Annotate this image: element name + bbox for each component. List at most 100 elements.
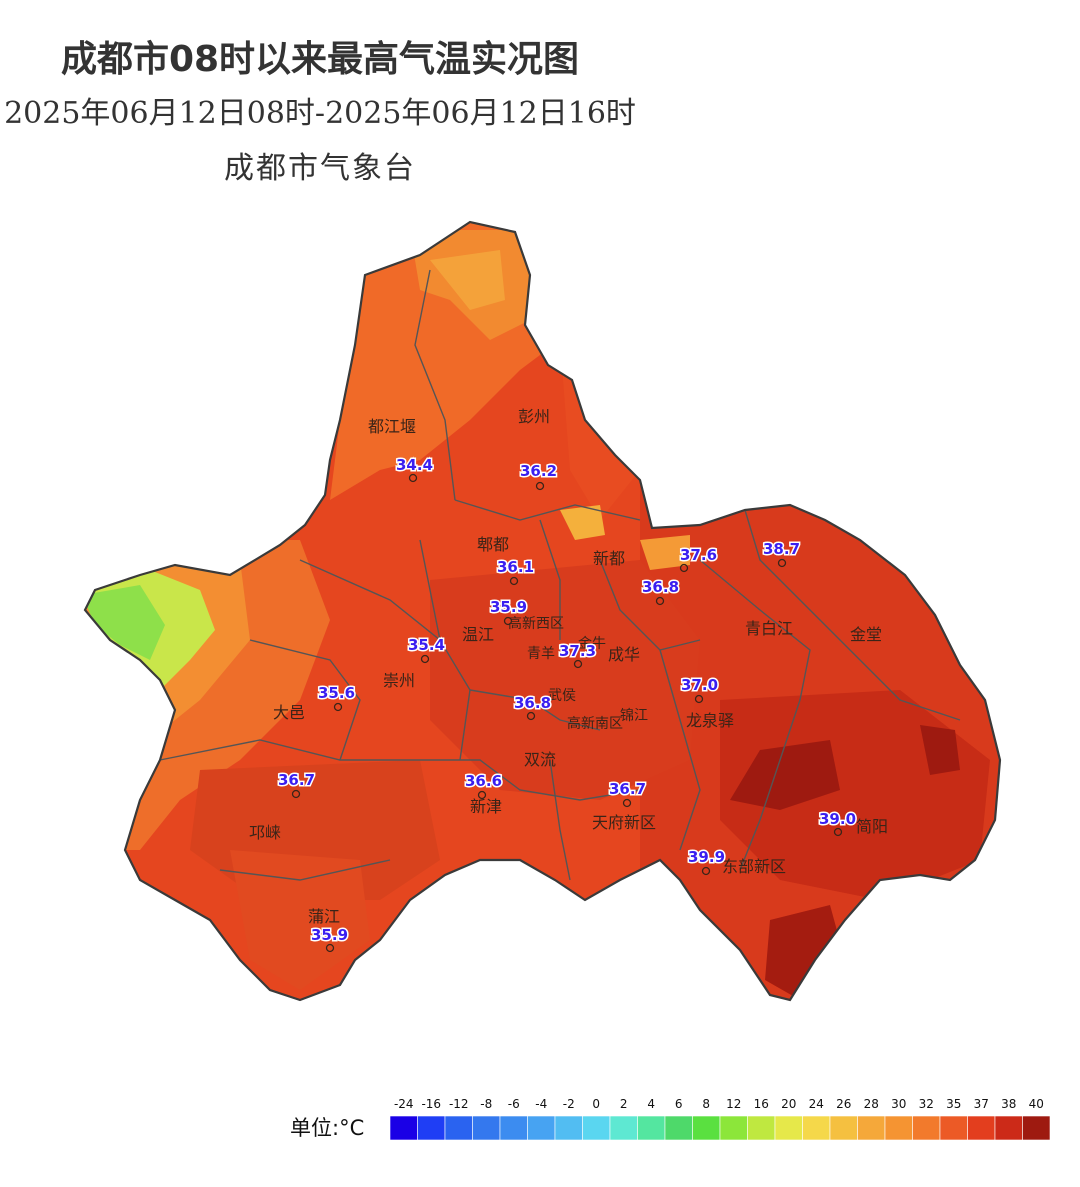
- district-label: 龙泉驿: [686, 711, 734, 730]
- station-marker: [325, 943, 335, 953]
- legend-tick-label: 12: [726, 1097, 741, 1111]
- legend-color-cell: [389, 1115, 418, 1141]
- legend-color-cell: [664, 1115, 693, 1141]
- district-label: 金牛: [578, 636, 606, 652]
- district-label: 金堂: [850, 625, 882, 644]
- district-labels: 都江堰 彭州 郫都 新都 温江 高新西区 金牛 青羊 成华 青白江 金堂 崇州 …: [249, 407, 888, 926]
- legend-tick-label: 26: [836, 1097, 851, 1111]
- legend-tick-label: -12: [449, 1097, 469, 1111]
- station-value: 35.6: [318, 684, 355, 702]
- district-label: 都江堰: [368, 417, 416, 436]
- station-value: 36.6: [465, 772, 502, 790]
- legend-color-cell: [857, 1115, 886, 1141]
- legend-color-cell: [417, 1115, 446, 1141]
- district-label: 蒲江: [308, 907, 340, 926]
- station-marker: [833, 827, 843, 837]
- legend-tick-label: 0: [592, 1097, 600, 1111]
- station-marker: [291, 789, 301, 799]
- district-label: 武侯: [548, 688, 576, 704]
- legend-color-cell: [884, 1115, 913, 1141]
- station-value: 39.9: [688, 848, 725, 866]
- legend-tick-label: 28: [864, 1097, 879, 1111]
- legend-color-cell: [1022, 1115, 1051, 1141]
- district-label: 青白江: [745, 619, 793, 638]
- legend-tick-label: 24: [809, 1097, 824, 1111]
- legend-tick-label: -24: [394, 1097, 414, 1111]
- legend-unit-label: 单位:°C: [290, 1116, 365, 1140]
- district-label: 高新西区: [508, 615, 564, 632]
- legend-color-cell: [637, 1115, 666, 1141]
- station-value: 37.6: [680, 546, 717, 564]
- legend-tick-label: -2: [563, 1097, 575, 1111]
- station-value: 38.7: [763, 540, 800, 558]
- station-value: 37.3: [559, 642, 596, 660]
- station-marker: [503, 616, 513, 626]
- legend-tick-label: -16: [421, 1097, 441, 1111]
- station-value: 35.9: [311, 926, 348, 944]
- legend-color-cell: [912, 1115, 941, 1141]
- station-marker: [535, 481, 545, 491]
- legend-color-cell: [747, 1115, 776, 1141]
- station-value: 36.8: [642, 578, 679, 596]
- legend-tick-label: 40: [1029, 1097, 1044, 1111]
- legend-color-cell: [802, 1115, 831, 1141]
- legend-tick-label: -8: [480, 1097, 492, 1111]
- legend-tick-label: 20: [781, 1097, 796, 1111]
- legend-tick-label: 2: [620, 1097, 628, 1111]
- station-values: 34.4 36.2 36.1 37.6 38.7 36.8 35.9 35.4 …: [277, 455, 858, 946]
- station-markers: [291, 473, 843, 953]
- station-value: 37.0: [681, 676, 718, 694]
- legend-tick-label: 6: [675, 1097, 683, 1111]
- legend-color-cell: [939, 1115, 968, 1141]
- legend-tick-label: 35: [946, 1097, 961, 1111]
- district-label: 新都: [593, 549, 625, 568]
- legend-color-cell: [444, 1115, 473, 1141]
- legend-tick-label: -6: [508, 1097, 520, 1111]
- legend-color-cell: [719, 1115, 748, 1141]
- legend-color-cell: [499, 1115, 528, 1141]
- district-label: 崇州: [383, 671, 415, 690]
- district-label: 高新南区: [567, 715, 623, 732]
- city-boundary: [83, 220, 1002, 1002]
- station-value: 39.0: [819, 810, 856, 828]
- legend-color-cell: [692, 1115, 721, 1141]
- station-value: 35.9: [490, 598, 527, 616]
- district-boundaries: [159, 269, 961, 881]
- station-marker: [694, 694, 704, 704]
- district-label: 大邑: [273, 703, 305, 722]
- legend-color-cell: [472, 1115, 501, 1141]
- station-value: 34.4: [396, 456, 433, 474]
- map-subtitle: 2025年06月12日08时-2025年06月12日16时: [4, 96, 636, 131]
- station-marker: [477, 790, 487, 800]
- station-marker: [526, 711, 536, 721]
- station-marker: [655, 596, 665, 606]
- station-marker: [622, 798, 632, 808]
- legend-tick-label: 4: [647, 1097, 655, 1111]
- legend-tick-label: 37: [974, 1097, 989, 1111]
- district-label: 温江: [462, 625, 494, 644]
- station-marker: [701, 866, 711, 876]
- station-marker: [777, 558, 787, 568]
- station-value: 36.7: [609, 780, 646, 798]
- district-label: 锦江: [620, 707, 648, 724]
- agency-name: 成都市气象台: [224, 151, 416, 186]
- station-marker: [333, 702, 343, 712]
- legend-color-cell: [609, 1115, 638, 1141]
- legend-tick-label: 8: [702, 1097, 710, 1111]
- station-marker: [573, 659, 583, 669]
- district-label: 郫都: [477, 535, 509, 554]
- district-label: 成华: [608, 645, 640, 664]
- legend-tick-label: 16: [754, 1097, 769, 1111]
- legend-color-cell: [829, 1115, 858, 1141]
- legend-color-cell: [527, 1115, 556, 1141]
- map-title: 成都市08时以来最高气温实况图: [60, 39, 580, 80]
- legend-tick-label: -4: [535, 1097, 547, 1111]
- legend-color-cell: [967, 1115, 996, 1141]
- legend-color-cell: [554, 1115, 583, 1141]
- station-marker: [408, 473, 418, 483]
- district-label: 简阳: [856, 817, 888, 836]
- district-label: 天府新区: [592, 813, 656, 832]
- legend-tick-label: 30: [891, 1097, 906, 1111]
- district-label: 新津: [470, 797, 502, 816]
